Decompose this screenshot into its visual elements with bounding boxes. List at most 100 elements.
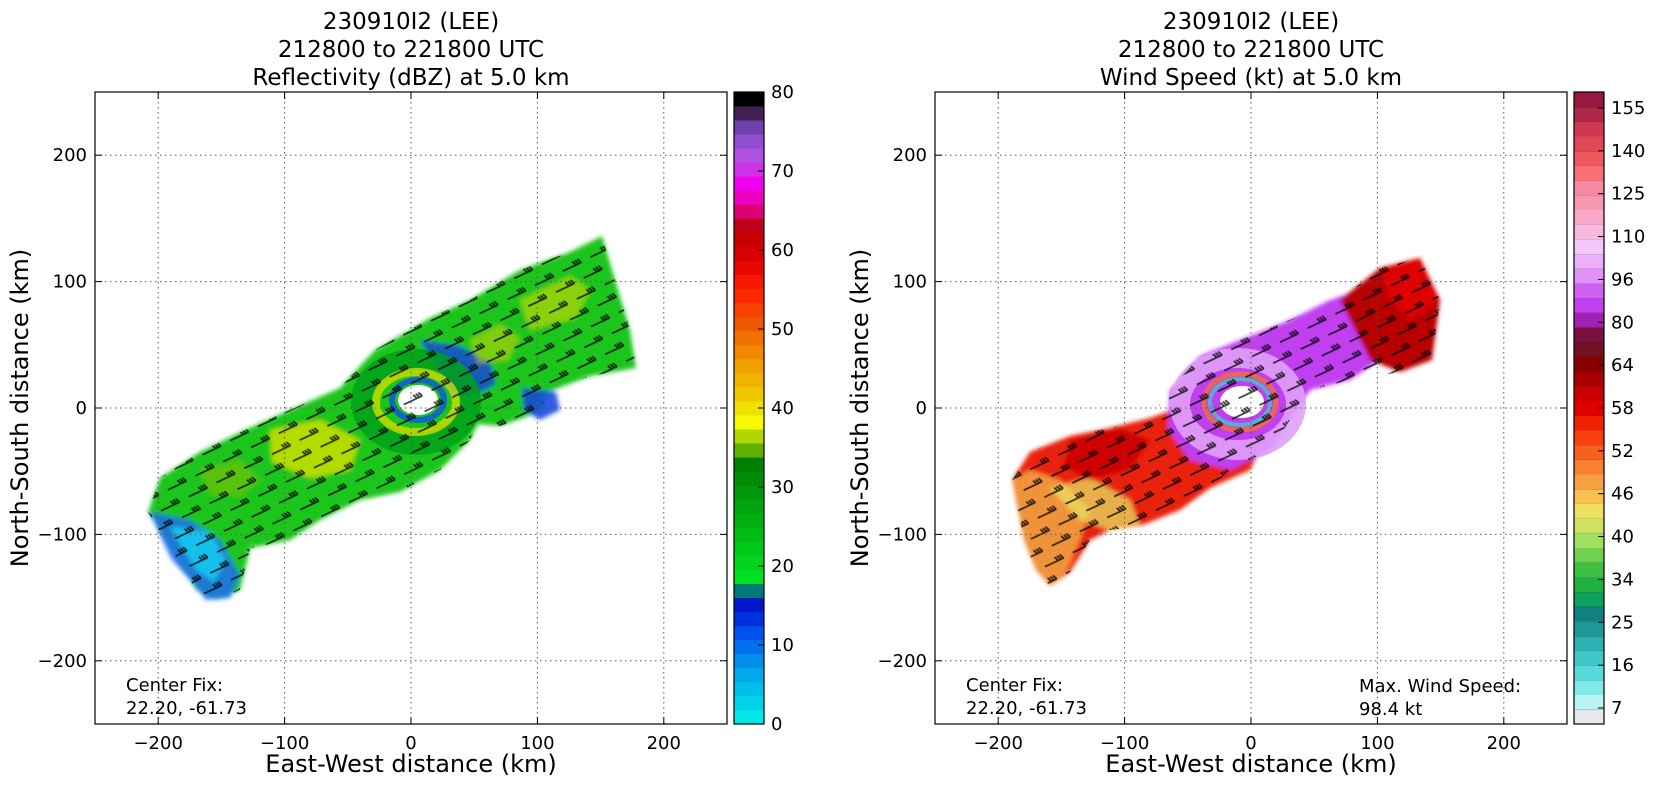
colorbar-tick-label: 155 bbox=[1611, 98, 1645, 119]
colorbar-swatch bbox=[734, 709, 764, 725]
colorbar-swatch bbox=[734, 274, 764, 290]
colorbar-swatch bbox=[734, 695, 764, 711]
reflectivity-field bbox=[148, 236, 636, 600]
right-y-ticks: 200 100 0 −100 −200 bbox=[878, 145, 1567, 672]
colorbar-swatch bbox=[1574, 165, 1604, 181]
x-tick-label: −200 bbox=[133, 733, 182, 754]
colorbar-swatch bbox=[734, 246, 764, 261]
colorbar-swatch bbox=[1574, 224, 1604, 240]
colorbar-swatch bbox=[1574, 268, 1604, 284]
colorbar-swatch bbox=[734, 625, 764, 641]
right-center-fix-value: 22.20, -61.73 bbox=[966, 698, 1087, 719]
colorbar-swatch bbox=[1574, 385, 1604, 402]
left-y-axis-label: North-South distance (km) bbox=[6, 249, 34, 568]
colorbar-swatch bbox=[1574, 503, 1604, 519]
y-tick-label: −100 bbox=[38, 524, 87, 545]
colorbar-tick-label: 125 bbox=[1611, 184, 1645, 205]
colorbar-swatch bbox=[734, 667, 764, 683]
colorbar-tick-label: 80 bbox=[1611, 312, 1634, 333]
colorbar-swatch bbox=[1574, 577, 1604, 593]
colorbar-swatch bbox=[1574, 621, 1604, 637]
colorbar-swatch bbox=[1574, 238, 1604, 255]
left-y-ticks: 200 100 0 −100 −200 bbox=[38, 145, 727, 672]
colorbar-swatch bbox=[734, 457, 764, 472]
colorbar-swatch bbox=[734, 569, 764, 584]
left-x-ticks: −200 −100 0 100 200 bbox=[133, 92, 681, 754]
colorbar-swatch bbox=[734, 106, 764, 121]
right-title-line-2: 212800 to 221800 UTC bbox=[1118, 37, 1384, 63]
colorbar-swatch bbox=[1574, 709, 1604, 725]
colorbar-swatch bbox=[734, 288, 764, 304]
colorbar-swatch bbox=[734, 260, 764, 275]
y-tick-label: 200 bbox=[893, 145, 927, 166]
colorbar-swatch bbox=[734, 316, 764, 332]
right-title-line-3: Wind Speed (kt) at 5.0 km bbox=[1100, 65, 1402, 91]
colorbar-swatch bbox=[734, 330, 764, 346]
colorbar-swatch bbox=[1574, 371, 1604, 387]
colorbar-swatch bbox=[1574, 474, 1604, 490]
reflectivity-wind-barbs bbox=[148, 236, 636, 600]
colorbar-swatch bbox=[734, 162, 764, 177]
colorbar-swatch bbox=[734, 541, 764, 556]
colorbar-swatch bbox=[734, 653, 764, 669]
colorbar-swatch bbox=[1574, 92, 1604, 108]
colorbar-swatch bbox=[1574, 679, 1604, 696]
y-tick-label: 0 bbox=[916, 398, 927, 419]
colorbar-swatch bbox=[1574, 180, 1604, 196]
x-tick-label: 0 bbox=[405, 733, 416, 754]
y-tick-label: 0 bbox=[76, 398, 87, 419]
colorbar-tick-label: 110 bbox=[1611, 227, 1645, 248]
colorbar-swatch bbox=[1574, 518, 1604, 534]
colorbar-swatch bbox=[1574, 327, 1604, 343]
right-gridlines bbox=[935, 92, 1567, 724]
colorbar-swatch bbox=[734, 527, 764, 542]
colorbar-tick-label: 46 bbox=[1611, 484, 1634, 505]
colorbar-tick-label: 70 bbox=[771, 161, 794, 182]
x-tick-label: 100 bbox=[1360, 733, 1394, 754]
colorbar-swatch bbox=[734, 120, 764, 135]
reflectivity-colorbar: 80 70 60 50 40 30 20 10 0 bbox=[733, 82, 794, 735]
colorbar-swatch bbox=[1574, 606, 1604, 622]
colorbar-tick-label: 40 bbox=[771, 398, 794, 419]
colorbar-swatch bbox=[734, 176, 764, 191]
x-tick-label: −100 bbox=[1100, 733, 1149, 754]
colorbar-swatch bbox=[734, 302, 764, 318]
left-center-fix-label: Center Fix: bbox=[126, 675, 223, 696]
right-center-fix-label: Center Fix: bbox=[966, 675, 1063, 696]
y-tick-label: −100 bbox=[878, 524, 927, 545]
colorbar-swatch bbox=[734, 134, 764, 149]
colorbar-swatch bbox=[1574, 136, 1604, 152]
colorbar-swatch bbox=[734, 344, 764, 360]
colorbar-tick-label: 140 bbox=[1611, 141, 1645, 162]
colorbar-swatch bbox=[1574, 356, 1604, 372]
x-tick-label: −100 bbox=[260, 733, 309, 754]
colorbar-swatch bbox=[734, 386, 764, 402]
colorbar-swatch bbox=[1574, 547, 1604, 563]
colorbar-swatch bbox=[734, 681, 764, 697]
colorbar-swatch bbox=[1574, 121, 1604, 137]
colorbar-swatch bbox=[734, 471, 764, 486]
y-tick-label: 200 bbox=[53, 145, 87, 166]
wind-speed-field bbox=[1012, 258, 1440, 586]
max-wind-speed-value: 98.4 kt bbox=[1359, 699, 1422, 720]
colorbar-swatch bbox=[734, 218, 764, 233]
colorbar-swatch bbox=[1574, 459, 1604, 475]
wind-speed-colorbar: 155 140 125 110 96 80 64 58 52 46 40 34 25 16 7 bbox=[1573, 91, 1645, 725]
colorbar-tick-label: 58 bbox=[1611, 398, 1634, 419]
left-title-line-1: 230910I2 (LEE) bbox=[323, 9, 499, 35]
colorbar-tick-label: 64 bbox=[1611, 355, 1634, 376]
left-gridlines bbox=[95, 92, 727, 724]
colorbar-tick-label: 34 bbox=[1611, 569, 1634, 590]
colorbar-swatch bbox=[1574, 591, 1604, 607]
wind-speed-panel: 230910I2 (LEE) 212800 to 221800 UTC Wind… bbox=[846, 9, 1645, 778]
colorbar-swatch bbox=[1574, 253, 1604, 269]
colorbar-tick-label: 20 bbox=[771, 556, 794, 577]
colorbar-tick-label: 40 bbox=[1611, 527, 1634, 548]
colorbar-swatch bbox=[734, 555, 764, 570]
colorbar-swatch bbox=[734, 513, 764, 528]
colorbar-swatch bbox=[1574, 635, 1604, 651]
colorbar-swatch bbox=[1574, 341, 1604, 357]
y-tick-label: −200 bbox=[38, 651, 87, 672]
colorbar-swatch bbox=[1574, 562, 1604, 578]
